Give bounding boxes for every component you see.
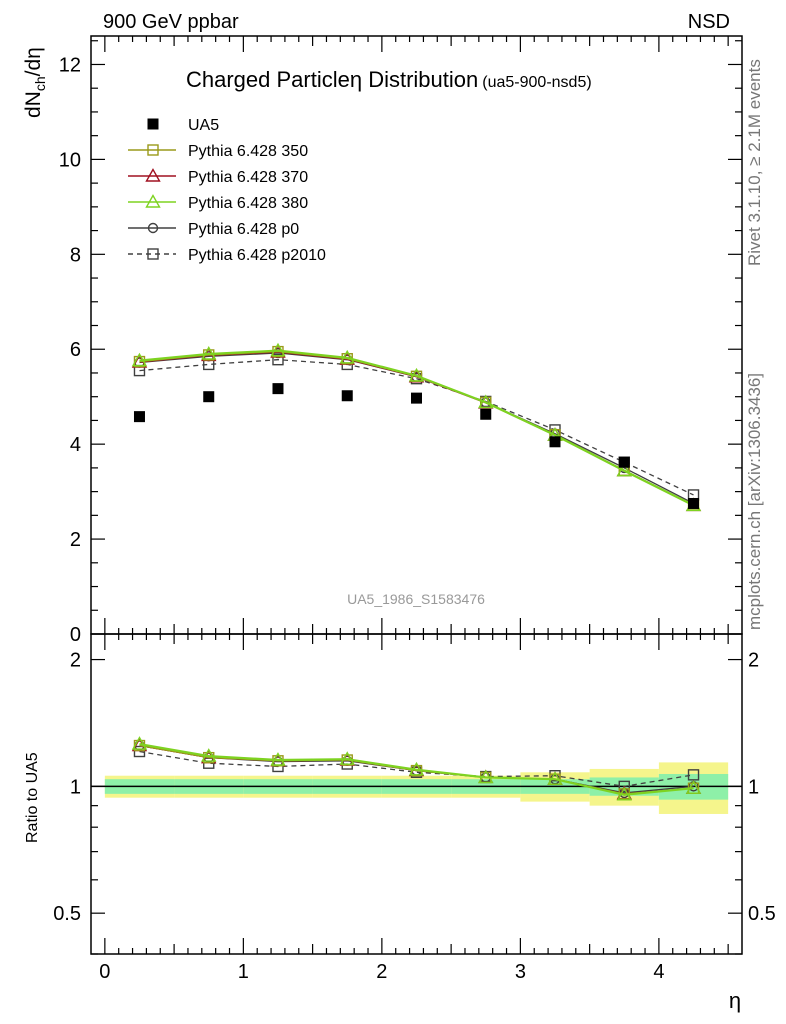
xtick-label: 3 (515, 961, 526, 983)
ua5-data-point (411, 392, 422, 404)
legend-item: UA5 (147, 117, 219, 134)
ratio-ytick-label-right: 1 (748, 776, 759, 798)
main-ytick-label: 10 (59, 149, 81, 171)
ratio-series-point (547, 771, 563, 785)
main-series-point (339, 349, 355, 364)
main-ytick-label: 4 (70, 434, 81, 456)
legend-label: Pythia 6.428 p0 (188, 221, 299, 238)
legend-marker (147, 248, 159, 260)
main-series-layer (131, 342, 702, 512)
ua5-data-point (133, 411, 145, 423)
main-series-point (478, 394, 494, 409)
main-series-line (139, 350, 694, 506)
ratio-ytick-label-right: 2 (748, 650, 759, 672)
legend-item: Pythia 6.428 380 (128, 194, 308, 212)
plot-title: Charged Particleη Distribution (ua5-900-n… (186, 67, 592, 92)
legend-marker (145, 168, 161, 182)
ratio-series-point (616, 786, 632, 801)
legend-item: Pythia 6.428 370 (128, 168, 308, 186)
legend-label: Pythia 6.428 p2010 (188, 247, 326, 264)
mcplots-label: mcplots.cern.ch [arXiv:1306.3436] (745, 373, 764, 630)
xtick-label: 4 (653, 961, 664, 983)
main-series-point (201, 346, 217, 360)
main-ytick-label: 0 (70, 624, 81, 646)
main-series-point (270, 342, 286, 357)
ratio-series-point (131, 736, 148, 750)
main-series-line (139, 359, 694, 496)
main-series-point (131, 352, 148, 367)
ratio-series-point (687, 769, 700, 781)
analysis-watermark: UA5_1986_S1583476 (347, 591, 485, 607)
ua5-data-point (203, 391, 215, 403)
main-series-point (616, 462, 632, 477)
main-ytick-label: 2 (70, 529, 81, 551)
ratio-series-point (618, 780, 630, 793)
legend-item: Pythia 6.428 p2010 (128, 247, 326, 264)
header-left: 900 GeV ppbar (103, 11, 239, 33)
legend: UA5 Pythia 6.428 350 Pythia 6.428 370 Pythi… (128, 117, 326, 264)
ratio-series-point (408, 761, 425, 776)
main-ylabel: dNch/dη (22, 47, 48, 118)
legend-label: Pythia 6.428 350 (188, 143, 308, 160)
ratio-uncertainty-bands (91, 762, 742, 814)
ratio-series-point (685, 780, 702, 794)
ratio-ytick-label: 2 (70, 650, 81, 672)
ratio-series-point (270, 752, 286, 766)
ratio-plot-frame (90, 633, 743, 955)
main-series-point (408, 367, 425, 382)
xtick-label: 1 (238, 961, 249, 983)
xtick-label: 0 (99, 961, 110, 983)
x-axis-label: η (729, 988, 741, 1013)
main-ytick-label: 8 (70, 244, 81, 266)
ua5-data-point (618, 456, 630, 468)
ratio-series-point (201, 748, 217, 762)
main-series-line (139, 349, 695, 507)
ua5-data-point (272, 383, 284, 395)
rivet-label: Rivet 3.1.10, ≥ 2.1M events (745, 59, 764, 266)
xtick-label: 2 (376, 961, 387, 983)
legend-marker (147, 118, 159, 130)
ratio-ytick-label: 1 (70, 776, 81, 798)
ua5-data-point (341, 390, 353, 402)
plot-title-main: Charged Particleη Distribution (186, 67, 478, 92)
ratio-ylabel: Ratio to UA5 (24, 752, 41, 843)
legend-item: Pythia 6.428 p0 (128, 221, 299, 238)
main-ytick-label: 12 (59, 54, 81, 76)
main-series-point (272, 353, 284, 366)
legend-marker (145, 194, 161, 208)
main-ytick-label: 6 (70, 339, 81, 361)
ratio-series-point (133, 745, 146, 758)
ratio-series-point (478, 769, 494, 784)
legend-label: Pythia 6.428 380 (188, 195, 308, 212)
legend-item: Pythia 6.428 350 (128, 143, 308, 160)
ratio-series-layer (131, 736, 702, 801)
header-right: NSD (688, 11, 730, 33)
plot-title-sub: (ua5-900-nsd5) (482, 74, 591, 91)
legend-label: Pythia 6.428 370 (188, 169, 308, 186)
ua5-data-point (549, 436, 561, 448)
ratio-series-line (139, 743, 694, 796)
legend-marker (147, 222, 159, 234)
ratio-ytick-label: 0.5 (53, 903, 81, 925)
legend-label: UA5 (188, 117, 219, 134)
ratio-ytick-label-right: 0.5 (748, 903, 776, 925)
ratio-series-line (139, 750, 694, 788)
ua5-data-point (688, 497, 700, 509)
legend-marker (147, 144, 159, 156)
ua5-data-point (480, 408, 492, 420)
ratio-series-point (339, 751, 355, 765)
